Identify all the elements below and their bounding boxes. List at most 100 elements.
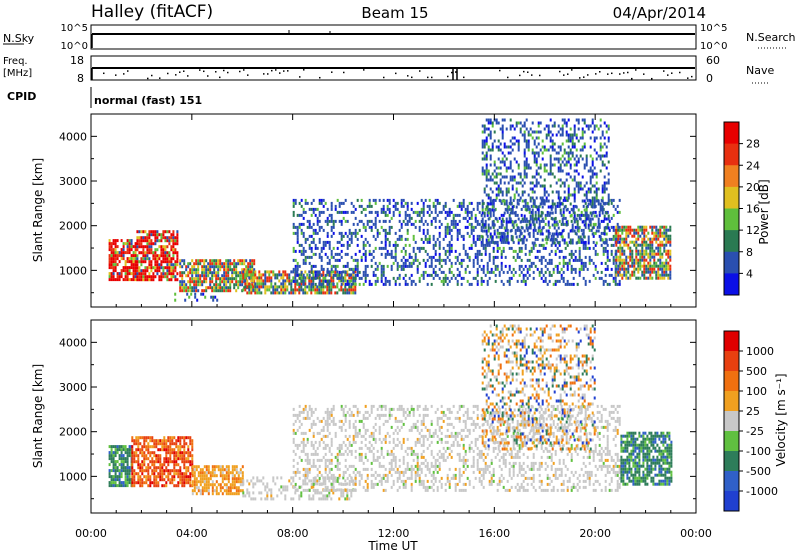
echo-cell <box>538 270 541 274</box>
echo-cell <box>536 231 539 235</box>
echo-cell <box>128 242 131 246</box>
echo-cell <box>493 160 496 164</box>
echo-cell <box>201 480 204 484</box>
echo-cell <box>132 263 135 267</box>
echo-cell <box>246 270 249 274</box>
echo-cell <box>515 124 518 128</box>
echo-cell <box>336 291 339 295</box>
echo-cell <box>464 267 467 271</box>
echo-cell <box>237 274 240 278</box>
echo-cell <box>181 460 184 464</box>
echo-cell <box>154 236 157 240</box>
echo-cell <box>440 222 443 226</box>
echo-cell <box>560 267 563 271</box>
echo-cell <box>280 291 283 295</box>
echo-cell <box>390 264 393 268</box>
echo-cell <box>491 235 494 239</box>
echo-cell <box>120 257 123 261</box>
echo-cell <box>464 210 467 214</box>
echo-cell <box>526 219 529 223</box>
echo-cell <box>128 266 131 270</box>
echo-cell <box>545 241 548 245</box>
echo-cell <box>177 481 180 485</box>
echo-cell <box>550 249 553 253</box>
echo-cell <box>344 198 347 202</box>
echo-cell <box>209 477 212 481</box>
echo-cell <box>580 240 583 244</box>
echo-cell <box>223 262 226 266</box>
echo-cell <box>450 210 453 214</box>
echo-cell <box>151 439 154 443</box>
echo-cell <box>330 291 333 295</box>
echo-cell <box>296 234 299 238</box>
echo-cell <box>150 248 153 252</box>
echo-cell <box>577 190 580 194</box>
echo-cell <box>478 222 481 226</box>
echo-cell <box>527 193 530 197</box>
echo-cell <box>534 264 537 268</box>
echo-cell <box>284 282 287 286</box>
echo-cell <box>529 223 532 227</box>
echo-cell <box>480 252 483 256</box>
echo-cell <box>454 276 457 280</box>
echo-cell <box>596 252 599 256</box>
echo-cell <box>195 286 198 290</box>
echo-cell <box>264 488 267 492</box>
echo-cell <box>173 484 176 488</box>
echo-cell <box>643 255 646 259</box>
echo-cell <box>122 457 125 461</box>
echo-cell <box>597 127 600 131</box>
echo-cell <box>542 219 545 223</box>
echo-cell <box>518 249 521 253</box>
echo-cell <box>535 205 538 209</box>
echo-cell <box>248 273 251 277</box>
echo-cell <box>344 270 347 274</box>
echo-cell <box>597 154 600 158</box>
echo-cell <box>137 466 140 470</box>
echo-cell <box>635 243 638 247</box>
echo-cell <box>641 252 644 256</box>
echo-cell <box>243 259 246 263</box>
echo-cell <box>434 204 437 208</box>
echo-cell <box>308 273 311 277</box>
echo-cell <box>535 130 538 134</box>
echo-cell <box>310 276 313 280</box>
echo-cell <box>251 262 254 266</box>
echo-cell <box>296 225 299 229</box>
echo-cell <box>177 457 180 461</box>
echo-cell <box>519 232 522 236</box>
echo-cell <box>424 237 427 241</box>
echo-cell <box>416 210 419 214</box>
echo-cell <box>601 190 604 194</box>
echo-cell <box>554 282 557 286</box>
echo-cell <box>227 271 230 275</box>
echo-cell <box>610 216 613 220</box>
echo-cell <box>485 151 488 155</box>
echo-cell <box>559 169 562 173</box>
echo-cell <box>199 262 202 266</box>
nave-point <box>199 69 201 71</box>
echo-cell <box>483 169 486 173</box>
echo-cell <box>563 241 566 245</box>
echo-cell <box>149 460 152 464</box>
echo-cell <box>521 226 524 230</box>
echo-cell <box>181 481 184 485</box>
echo-cell <box>201 265 204 269</box>
echo-cell <box>659 228 662 232</box>
echo-cell <box>544 246 547 250</box>
echo-cell <box>497 184 500 188</box>
echo-cell <box>617 273 620 277</box>
echo-cell <box>497 190 500 194</box>
echo-cell <box>434 225 437 229</box>
echo-cell <box>136 248 139 252</box>
echo-cell <box>547 211 550 215</box>
echo-cell <box>165 484 168 488</box>
echo-cell <box>645 267 648 271</box>
echo-cell <box>280 491 283 495</box>
echo-cell <box>145 481 148 485</box>
echo-cell <box>247 268 250 272</box>
echo-cell <box>450 234 453 238</box>
echo-cell <box>219 265 222 269</box>
echo-cell <box>502 213 505 217</box>
echo-cell <box>605 151 608 155</box>
